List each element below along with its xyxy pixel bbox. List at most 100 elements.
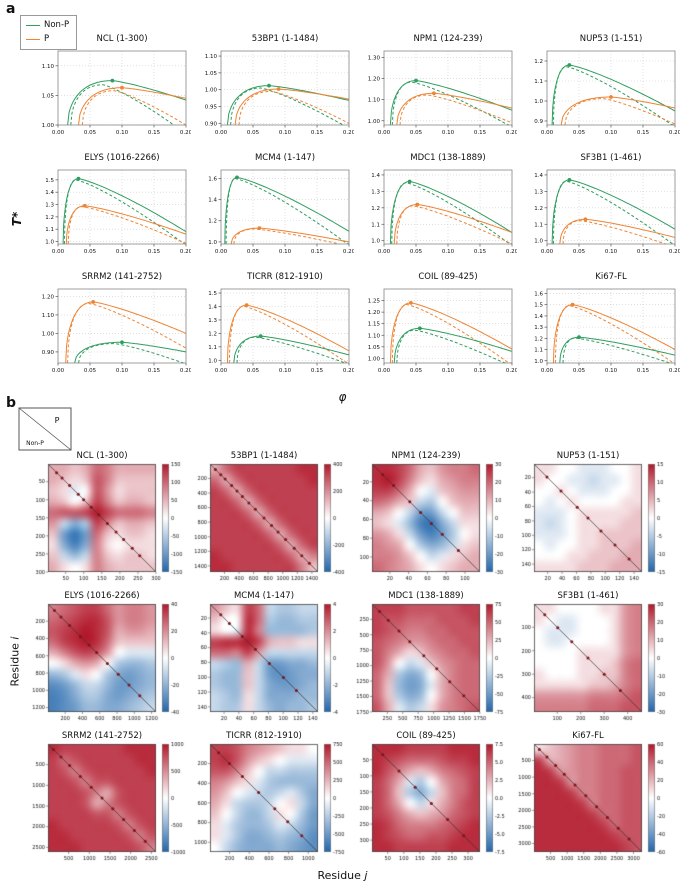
svg-text:0.05: 0.05: [247, 368, 260, 374]
svg-text:0.10: 0.10: [605, 368, 618, 374]
phase-diagram-title: SF3B1 (1-461): [580, 153, 642, 163]
critical-point-marker: [407, 179, 412, 184]
svg-text:0.05: 0.05: [84, 249, 97, 255]
triangle-legend: P Non-P: [18, 407, 72, 451]
svg-text:0.10: 0.10: [442, 249, 455, 255]
svg-text:0.00: 0.00: [215, 368, 228, 374]
phase-diagram-title: MCM4 (1-147): [254, 153, 316, 163]
svg-text:1.1: 1.1: [45, 227, 54, 233]
curve-non-p-dashed: [562, 337, 672, 364]
phase-diagram-cell: MDC1 (138-1889) 0.00 0.05 0.10 0.15 0.20 1.0 1.…: [354, 152, 519, 271]
contact-map-title: Ki67-FL: [572, 731, 604, 741]
phase-plot: 0.00 0.05 0.10 0.15 0.20 1.0 1.1 1.2 1.3 1.4: [371, 169, 519, 255]
legend-label-nonp: Non-P: [44, 20, 70, 30]
curve-p: [78, 87, 187, 126]
curve-p-dashed: [554, 305, 676, 364]
phase-plot: 0.00 0.05 0.10 0.15 0.20 1.0 1.1 1.2 1.3 1.4 1.5: [208, 288, 356, 374]
svg-text:0.15: 0.15: [148, 130, 161, 136]
svg-text:1.6: 1.6: [534, 291, 543, 297]
contact-map-title: NCL (1-300): [76, 451, 128, 461]
axis-label-tstar: T*: [10, 211, 25, 227]
phase-diagram-cell: SF3B1 (1-461) 0.00 0.05 0.10 0.15 0.20 1.0 1.1 1…: [517, 152, 681, 271]
contact-map-title: NUP53 (1-151): [556, 451, 620, 461]
phase-diagram-cell: NPM1 (124-239) 0.00 0.05 0.10 0.15 0.20 1.00 1.…: [354, 33, 519, 152]
svg-text:1.10: 1.10: [205, 54, 218, 60]
curve-non-p-dashed: [391, 81, 509, 126]
svg-text:1.15: 1.15: [368, 322, 381, 328]
contact-map-canvas: [350, 602, 512, 726]
svg-text:1.6: 1.6: [208, 176, 217, 182]
critical-point-marker: [235, 175, 239, 180]
svg-text:1.3: 1.3: [371, 189, 380, 195]
svg-text:0.00: 0.00: [215, 130, 228, 136]
residue-j-var: j: [364, 869, 368, 882]
svg-text:1.2: 1.2: [534, 59, 543, 65]
svg-text:1.2: 1.2: [208, 331, 217, 337]
p-line-swatch: [26, 38, 40, 40]
curve-p-dashed: [228, 305, 350, 364]
svg-text:0.20: 0.20: [180, 368, 191, 374]
critical-point-marker: [567, 177, 572, 182]
svg-text:0.10: 0.10: [442, 368, 455, 374]
curve-non-p-dashed: [552, 66, 676, 126]
critical-point-marker: [76, 176, 81, 181]
triangle-legend-diagonal: [18, 407, 72, 451]
contact-map-cell: COIL (89-425): [350, 730, 512, 870]
svg-text:0.20: 0.20: [669, 130, 680, 136]
svg-text:0.20: 0.20: [343, 249, 354, 255]
contact-map-cell: NCL (1-300): [26, 450, 188, 590]
critical-point-marker: [432, 91, 436, 96]
curve-non-p-dashed: [552, 180, 676, 245]
legend-label-p: P: [44, 33, 50, 44]
axis-label-phi: φ: [338, 390, 347, 404]
svg-text:0.20: 0.20: [506, 368, 517, 374]
svg-text:0.20: 0.20: [343, 368, 354, 374]
curve-p: [65, 301, 187, 364]
critical-point-marker: [258, 334, 263, 338]
residue-i-prefix: Residue: [8, 639, 22, 687]
svg-text:1.10: 1.10: [368, 98, 381, 104]
svg-text:1.2: 1.2: [45, 215, 54, 221]
phase-plot: 0.00 0.05 0.10 0.15 0.20 1.00 1.05 1.10: [42, 50, 193, 136]
contact-map-title: NPM1 (124-239): [391, 451, 461, 461]
curve-p: [559, 218, 676, 245]
curve-non-p: [551, 179, 676, 245]
svg-text:1.0: 1.0: [534, 359, 543, 365]
svg-text:0.05: 0.05: [410, 130, 423, 136]
contact-map-title: MDC1 (138-1889): [388, 591, 464, 601]
svg-text:0.05: 0.05: [573, 130, 586, 136]
contact-map-canvas: [188, 602, 350, 726]
phase-diagram-title: Ki67-FL: [595, 272, 627, 282]
critical-point-marker: [91, 300, 96, 304]
svg-text:0.15: 0.15: [474, 130, 487, 136]
svg-text:1.3: 1.3: [208, 318, 217, 324]
curve-p: [234, 88, 350, 126]
curve-non-p: [393, 327, 513, 364]
svg-text:0.10: 0.10: [605, 249, 618, 255]
critical-point-marker: [120, 340, 124, 345]
svg-text:1.05: 1.05: [368, 345, 381, 351]
residue-j-prefix: Residue: [317, 869, 365, 882]
panel-a-grid: NCL (1-300) 0.00 0.05 0.10 0.15 0.20 1.00 1.05 1…: [28, 33, 682, 390]
svg-text:0.20: 0.20: [180, 249, 191, 255]
curve-non-p: [551, 64, 676, 126]
svg-text:0.10: 0.10: [116, 249, 129, 255]
contact-map-canvas: [188, 462, 350, 586]
phase-diagram-cell: MCM4 (1-147) 0.00 0.05 0.10 0.15 0.20 1.0 1.2 1.…: [191, 152, 356, 271]
phase-plot: 0.00 0.05 0.10 0.15 0.20 1.0 1.2 1.4 1.6: [208, 169, 356, 255]
curve-p-dashed: [238, 90, 350, 126]
svg-text:1.5: 1.5: [534, 303, 543, 309]
panel-b-label: b: [6, 395, 17, 411]
svg-text:0.15: 0.15: [148, 249, 161, 255]
svg-text:0.15: 0.15: [637, 130, 650, 136]
contact-map-canvas: [188, 742, 350, 866]
contact-map-cell: TICRR (812-1910): [188, 730, 350, 870]
curve-p: [65, 205, 187, 245]
svg-text:0.10: 0.10: [279, 249, 292, 255]
phase-plot: 0.00 0.05 0.10 0.15 0.20 0.9 1.0 1.1 1.2: [534, 50, 682, 136]
axis-label-residue-j: Residue j: [0, 869, 685, 882]
svg-text:1.0: 1.0: [534, 239, 543, 245]
svg-text:1.0: 1.0: [208, 240, 217, 246]
critical-point-marker: [414, 78, 418, 83]
